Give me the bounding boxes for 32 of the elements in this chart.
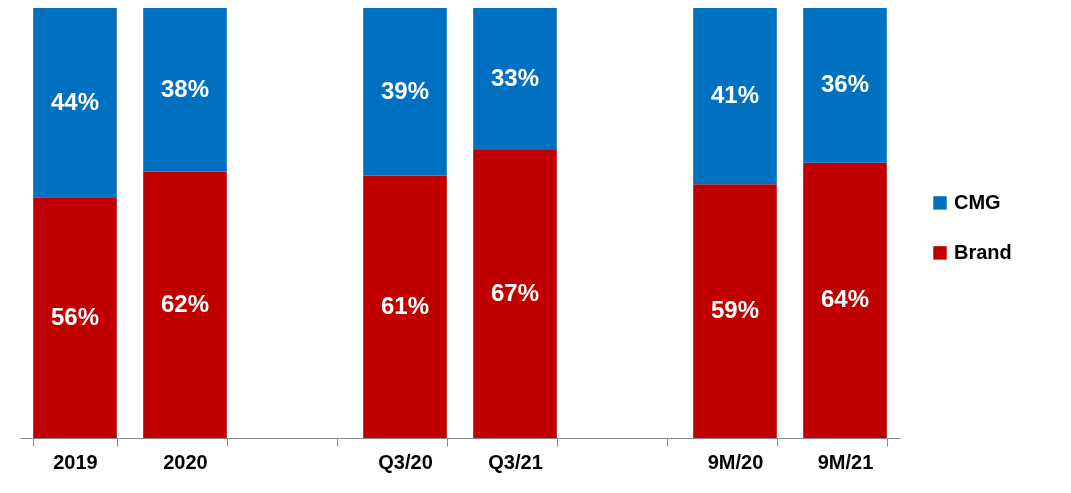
x-tick-label: 2019 [53, 450, 98, 473]
data-label: 44% [50, 87, 100, 115]
data-label: 59% [710, 296, 760, 324]
data-label: 39% [380, 76, 430, 104]
data-label: 64% [820, 285, 870, 313]
legend-label: CMG [954, 190, 1001, 213]
bar [363, 175, 447, 438]
data-label: 41% [710, 81, 760, 109]
x-tick-label: 9M/20 [707, 450, 764, 473]
data-label: 67% [490, 278, 540, 306]
bar [33, 197, 117, 438]
bar [803, 162, 887, 438]
bar [693, 184, 777, 438]
data-label: 33% [490, 63, 540, 91]
bar [143, 171, 227, 438]
data-label: 36% [820, 70, 870, 98]
x-tick-label: 2020 [163, 450, 208, 473]
bar [143, 8, 227, 172]
x-tick-label: Q3/20 [378, 450, 433, 473]
data-label: 38% [160, 74, 210, 102]
x-tick-label: Q3/21 [488, 450, 543, 473]
data-label: 56% [50, 302, 100, 330]
bar [473, 8, 557, 150]
bar [33, 8, 117, 198]
bar [693, 8, 777, 185]
data-label: 62% [160, 289, 210, 317]
bar [363, 8, 447, 176]
x-tick-label: 9M/21 [817, 450, 874, 473]
data-label: 61% [380, 291, 430, 319]
bar [473, 149, 557, 438]
bar [803, 8, 887, 163]
legend-label: Brand [954, 240, 1012, 263]
